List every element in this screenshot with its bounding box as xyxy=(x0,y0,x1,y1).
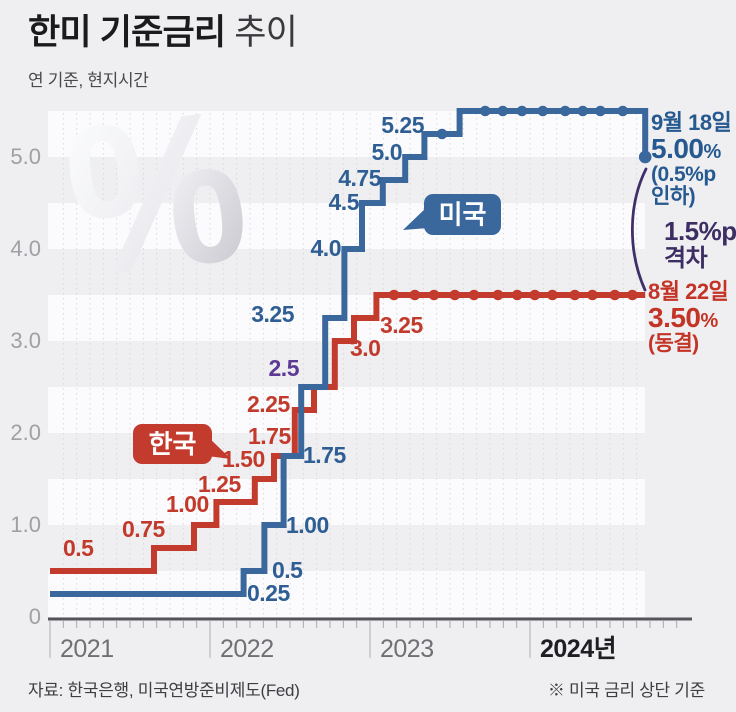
year-label: 2022 xyxy=(220,635,274,663)
series-bubble-us: 미국 xyxy=(403,194,501,235)
latest-dot-us xyxy=(638,150,652,164)
y-axis-label: 0 xyxy=(29,604,41,629)
annotation-rate-gap: 1.5%p 격차 xyxy=(664,216,736,272)
plot-band xyxy=(48,203,645,249)
step-value-label: 3.25 xyxy=(251,301,294,327)
decision-dot xyxy=(529,289,541,301)
percent-watermark: % xyxy=(54,63,258,323)
step-value-label: 0.5 xyxy=(272,557,303,583)
page-title: 한미 기준금리 추이 xyxy=(28,13,298,53)
gap-label: 격차 xyxy=(664,244,708,272)
kr-rate-value: 3.50% xyxy=(648,302,719,334)
y-axis-label: 4.0 xyxy=(10,236,41,261)
year-label: 2024년 xyxy=(540,635,616,663)
step-value-label: 5.0 xyxy=(372,139,402,165)
step-value-label: 5.25 xyxy=(381,112,424,138)
footnote: ※ 미국 금리 상단 기준 xyxy=(547,681,705,700)
decision-dot xyxy=(492,289,504,301)
series-bubble-kr: 한국 xyxy=(133,424,231,464)
source-credit: 자료: 한국은행, 미국연방준비제도(Fed) xyxy=(28,681,300,700)
title-rest: 추이 xyxy=(225,13,298,52)
page-subtitle: 연 기준, 현지시간 xyxy=(28,71,149,90)
decision-dot xyxy=(609,289,621,301)
step-value-label: 1.75 xyxy=(303,442,346,468)
kr-decision-note: (동결) xyxy=(648,331,699,355)
decision-dot xyxy=(559,105,571,117)
step-value-label: 3.0 xyxy=(350,335,380,361)
step-value-label: 0.25 xyxy=(247,580,290,606)
decision-dot xyxy=(516,105,528,117)
y-axis-label: 1.0 xyxy=(10,512,41,537)
step-value-label: 2.25 xyxy=(247,391,290,417)
step-value-label: 1.00 xyxy=(166,491,209,517)
plot-band xyxy=(48,479,645,525)
decision-dot xyxy=(587,289,598,301)
decision-dot xyxy=(479,105,491,117)
decision-dot xyxy=(468,289,480,301)
step-value-label: 4.0 xyxy=(311,235,341,261)
us-rate-value: 5.00% xyxy=(651,133,722,165)
decision-dot xyxy=(511,289,523,301)
y-axis-label: 2.0 xyxy=(10,420,41,445)
step-value-label: 0.5 xyxy=(63,535,94,561)
us-decision-note: (0.5%p 인하) xyxy=(651,162,716,209)
decision-dot xyxy=(627,289,638,301)
annotation-us-latest: 9월 18일 5.00% (0.5%p 인하) xyxy=(651,111,735,208)
decision-dot xyxy=(409,289,421,301)
gap-brace xyxy=(630,167,648,292)
decision-dot xyxy=(449,289,461,301)
step-value-label: 1.25 xyxy=(198,471,241,497)
kr-decision-date: 8월 22일 xyxy=(648,279,729,304)
hold-dots-us xyxy=(436,105,652,164)
step-value-label: 1.75 xyxy=(248,423,291,449)
step-value-label: 4.5 xyxy=(329,189,360,215)
step-value-label: 2.5 xyxy=(269,355,300,381)
bubble-label: 미국 xyxy=(439,200,487,230)
bubble-box xyxy=(133,424,212,464)
us-rate-unit: % xyxy=(703,141,722,164)
decision-dot xyxy=(547,289,558,301)
decision-dot xyxy=(577,105,589,117)
bubble-tail xyxy=(207,436,231,459)
decision-dot xyxy=(595,105,606,117)
decision-dot xyxy=(436,128,448,140)
bubble-label: 한국 xyxy=(149,429,197,459)
bubble-box xyxy=(424,194,501,235)
decision-dot xyxy=(428,289,440,301)
kr-rate-unit: % xyxy=(700,310,719,333)
step-value-label: 1.50 xyxy=(222,446,265,472)
gap-value: 1.5%p xyxy=(664,216,736,246)
year-label: 2023 xyxy=(380,635,434,663)
year-label: 2021 xyxy=(60,635,114,663)
y-axis-label: 5.0 xyxy=(10,144,41,169)
series-line-us xyxy=(50,108,649,597)
decision-dot xyxy=(537,105,549,117)
step-value-label: 4.75 xyxy=(338,165,381,191)
y-axis-label: 3.0 xyxy=(10,328,41,353)
title-strong: 한미 기준금리 xyxy=(28,13,226,52)
plot-band xyxy=(48,111,645,157)
decision-dot xyxy=(617,105,629,117)
decision-dot xyxy=(569,289,581,301)
decision-dot xyxy=(497,105,509,117)
decision-dot xyxy=(388,289,400,301)
step-value-label: 1.00 xyxy=(286,512,329,538)
annotation-kr-latest: 8월 22일 3.50% (동결) xyxy=(648,280,732,355)
us-decision-date: 9월 18일 xyxy=(651,110,732,135)
step-value-label: 0.75 xyxy=(122,516,165,542)
hold-dots-kr xyxy=(388,289,638,301)
bubble-tail xyxy=(403,206,428,230)
step-value-label: 3.25 xyxy=(380,312,423,338)
